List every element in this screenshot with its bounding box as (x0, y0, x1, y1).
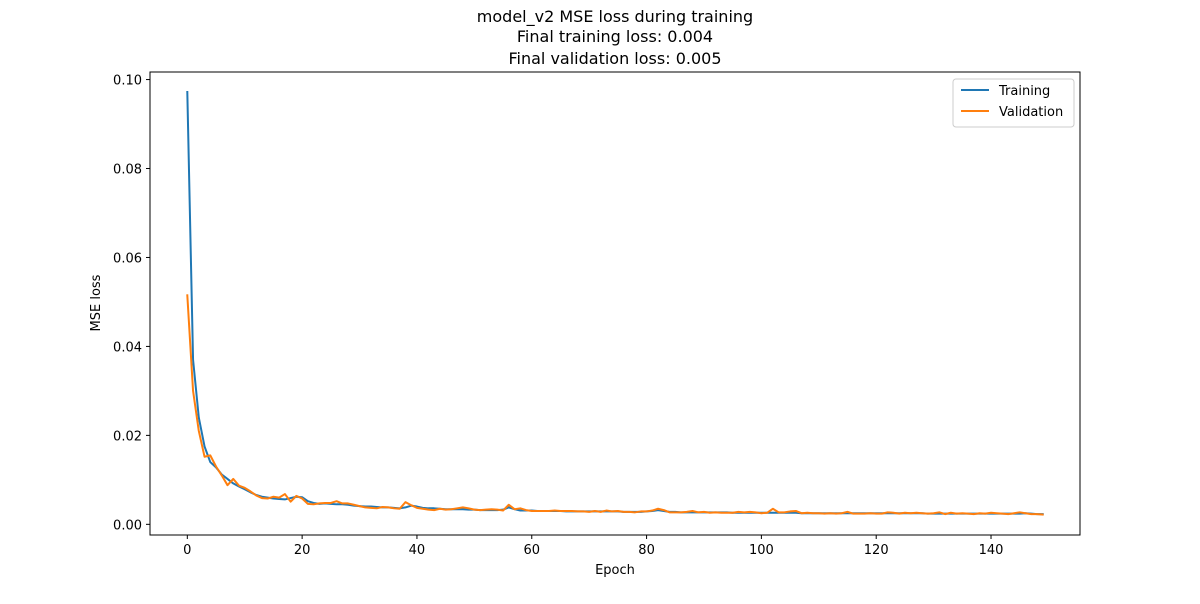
plot-area (149, 71, 1081, 536)
chart-subtitle-line-1: Final training loss: 0.004 (517, 27, 713, 46)
x-tick-label: 80 (638, 543, 655, 558)
legend-label-validation: Validation (999, 105, 1063, 120)
chart-title-group: model_v2 MSE loss during training Final … (477, 7, 753, 68)
y-tick-label: 0.10 (113, 74, 142, 89)
y-tick-label: 0.04 (113, 340, 142, 355)
y-tick-label: 0.00 (113, 518, 142, 533)
plot-frame (149, 71, 1081, 536)
x-tick-label: 40 (409, 543, 426, 558)
x-tick-label: 20 (294, 543, 311, 558)
x-tick-label: 120 (864, 543, 889, 558)
y-tick-label: 0.02 (113, 429, 142, 444)
x-axis: 0 20 40 60 80 100 120 140 (183, 535, 1003, 558)
series-layer (186, 90, 1044, 516)
x-axis-label: Epoch (595, 563, 635, 578)
series-line-validation (186, 294, 1044, 516)
x-tick-label: 60 (523, 543, 540, 558)
y-tick-label: 0.08 (113, 163, 142, 178)
y-axis: 0.00 0.02 0.04 0.06 0.08 0.10 (113, 74, 150, 533)
legend: Training Validation (952, 78, 1075, 128)
legend-label-training: Training (998, 84, 1050, 99)
x-tick-label: 140 (979, 543, 1004, 558)
y-axis-label: MSE loss (89, 274, 104, 331)
chart-subtitle-line-2: Final validation loss: 0.005 (508, 49, 721, 68)
chart-title: model_v2 MSE loss during training (477, 7, 753, 27)
y-tick-label: 0.06 (113, 251, 142, 266)
x-tick-label: 0 (183, 543, 191, 558)
x-tick-label: 100 (749, 543, 774, 558)
